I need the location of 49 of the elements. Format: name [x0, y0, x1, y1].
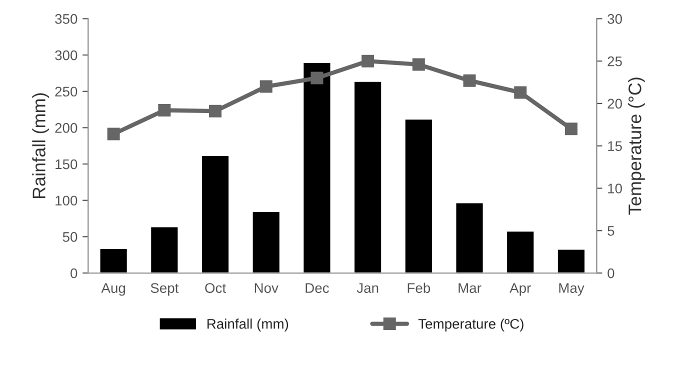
legend-label: Rainfall (mm) [207, 318, 288, 332]
y2-tick-label: 0 [608, 268, 614, 278]
y-tick-label: 350 [55, 14, 78, 24]
y2-axis-title: Temperature (°C) [628, 78, 645, 215]
point [209, 104, 222, 118]
y2-tick-label: 20 [608, 98, 622, 109]
bar [556, 248, 586, 274]
y-tick-label: 0 [70, 268, 78, 278]
bar [200, 154, 230, 274]
bar [353, 80, 382, 274]
point [107, 128, 120, 140]
x-tick-label: May [559, 283, 584, 296]
x-tick-label: Apr [510, 283, 531, 296]
point [412, 58, 425, 71]
x-tick-label: Nov [254, 283, 278, 293]
bar [506, 230, 536, 274]
y2-tick-label: 15 [608, 141, 622, 152]
x-tick-label: Oct [205, 283, 226, 293]
x-tick-label: Mar [458, 283, 482, 293]
bar [98, 248, 128, 274]
bar [251, 210, 281, 274]
y2-tick-label: 25 [608, 56, 622, 66]
y2-tick-label: 10 [608, 184, 622, 194]
x-tick-label: Aug [101, 283, 126, 296]
y-axis-title: Rainfall (mm) [32, 93, 49, 198]
y-tick-label: 200 [55, 123, 78, 133]
y-tick-label: 300 [55, 50, 78, 60]
legend-label: Temperature (ºC) [418, 318, 524, 332]
y2-tick-label: 5 [608, 226, 614, 236]
x-tick-label: Sept [150, 283, 179, 296]
point [564, 122, 578, 136]
point [310, 72, 324, 84]
y2-tick-label: 30 [608, 14, 622, 24]
x-tick-label: Feb [408, 282, 430, 293]
x-tick-label: Jan [356, 283, 378, 293]
point [260, 80, 272, 93]
y-tick-label: 100 [56, 196, 78, 206]
point [158, 104, 171, 117]
bar [302, 62, 332, 274]
y-tick-label: 150 [56, 159, 78, 170]
bar [404, 118, 434, 274]
y-tick-label: 50 [62, 232, 78, 242]
point [463, 74, 476, 87]
bar [150, 226, 180, 274]
y-tick-label: 250 [55, 86, 78, 97]
point [362, 54, 374, 68]
bar [454, 202, 484, 274]
point [514, 86, 527, 99]
x-tick-label: Dec [306, 283, 329, 293]
